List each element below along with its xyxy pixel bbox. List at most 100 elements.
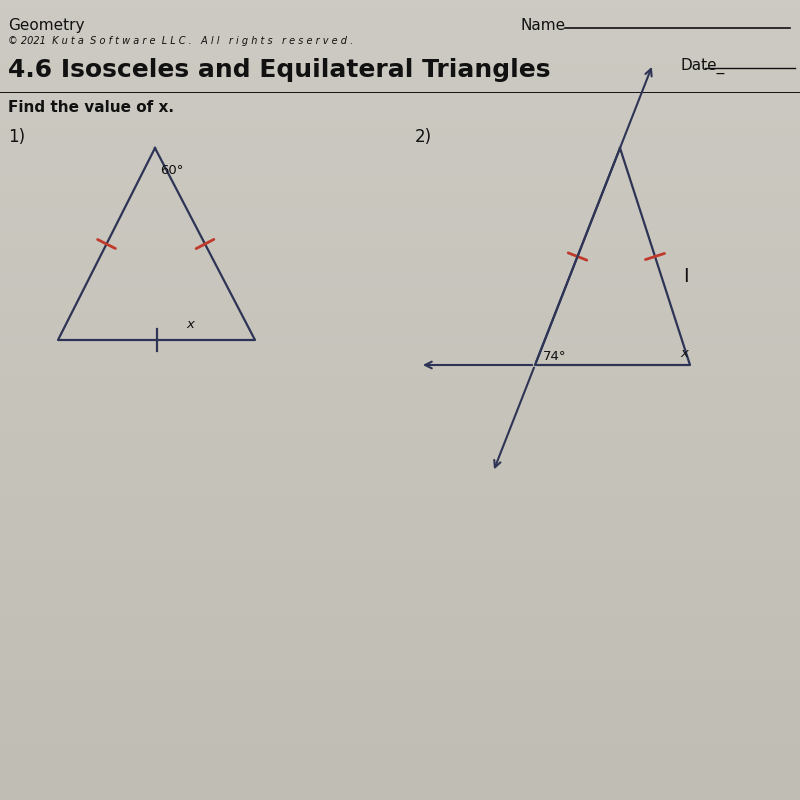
Bar — [0, 16, 800, 24]
Bar — [0, 632, 800, 640]
Bar — [0, 776, 800, 784]
Bar — [0, 48, 800, 56]
Bar — [0, 680, 800, 688]
Bar — [0, 136, 800, 144]
Bar — [0, 720, 800, 728]
Bar — [0, 64, 800, 72]
Bar — [0, 784, 800, 792]
Bar — [0, 504, 800, 512]
Bar — [0, 80, 800, 88]
Bar — [0, 712, 800, 720]
Bar — [0, 664, 800, 672]
Text: 60°: 60° — [160, 164, 183, 177]
Bar — [0, 464, 800, 472]
Bar — [0, 248, 800, 256]
Bar — [0, 592, 800, 600]
Bar — [0, 120, 800, 128]
Bar — [0, 744, 800, 752]
Bar — [0, 416, 800, 424]
Text: Name: Name — [520, 18, 565, 33]
Bar — [0, 704, 800, 712]
Bar — [0, 32, 800, 40]
Bar — [0, 480, 800, 488]
Bar — [0, 0, 800, 8]
Bar — [0, 312, 800, 320]
Bar — [0, 384, 800, 392]
Bar — [0, 376, 800, 384]
Text: Find the value of x.: Find the value of x. — [8, 100, 174, 115]
Text: x: x — [680, 347, 688, 360]
Bar — [0, 472, 800, 480]
Bar — [0, 440, 800, 448]
Bar — [0, 544, 800, 552]
Bar — [0, 752, 800, 760]
Bar — [0, 240, 800, 248]
Bar — [0, 600, 800, 608]
Bar — [0, 112, 800, 120]
Bar — [0, 656, 800, 664]
Bar — [0, 768, 800, 776]
Bar — [0, 760, 800, 768]
Bar — [0, 56, 800, 64]
Bar — [0, 200, 800, 208]
Bar — [0, 288, 800, 296]
Bar — [0, 296, 800, 304]
Text: Geometry: Geometry — [8, 18, 85, 33]
Bar — [0, 432, 800, 440]
Bar — [0, 168, 800, 176]
Bar — [0, 728, 800, 736]
Bar — [0, 736, 800, 744]
Bar — [0, 624, 800, 632]
Bar — [0, 528, 800, 536]
Bar — [0, 144, 800, 152]
Bar — [0, 208, 800, 216]
Text: © 2021  K u t a  S o f t w a r e  L L C .   A l l   r i g h t s   r e s e r v e : © 2021 K u t a S o f t w a r e L L C . A… — [8, 36, 354, 46]
Bar — [0, 176, 800, 184]
Bar — [0, 96, 800, 104]
Bar — [0, 672, 800, 680]
Bar — [0, 336, 800, 344]
Bar — [0, 552, 800, 560]
Bar — [0, 280, 800, 288]
Bar — [0, 688, 800, 696]
Bar — [0, 392, 800, 400]
Bar — [0, 368, 800, 376]
Bar — [0, 640, 800, 648]
Bar — [0, 232, 800, 240]
Bar — [0, 408, 800, 416]
Bar — [0, 72, 800, 80]
Bar — [0, 320, 800, 328]
Bar — [0, 560, 800, 568]
Text: 74°: 74° — [543, 350, 566, 363]
Bar — [0, 792, 800, 800]
Bar — [0, 696, 800, 704]
Bar — [0, 520, 800, 528]
Bar — [0, 616, 800, 624]
Bar — [0, 584, 800, 592]
Bar — [0, 160, 800, 168]
Bar — [0, 128, 800, 136]
Bar — [0, 344, 800, 352]
Text: 2): 2) — [415, 128, 432, 146]
Bar — [0, 360, 800, 368]
Bar — [0, 88, 800, 96]
Bar — [0, 264, 800, 272]
Bar — [0, 424, 800, 432]
Bar — [0, 40, 800, 48]
Bar — [0, 608, 800, 616]
Bar — [0, 488, 800, 496]
Bar — [0, 184, 800, 192]
Bar — [0, 224, 800, 232]
Bar — [0, 568, 800, 576]
Text: 1): 1) — [8, 128, 25, 146]
Bar — [0, 648, 800, 656]
Bar — [0, 456, 800, 464]
Bar — [0, 576, 800, 584]
Bar — [0, 448, 800, 456]
Text: I: I — [683, 267, 689, 286]
Bar — [0, 512, 800, 520]
Bar — [0, 216, 800, 224]
Bar — [0, 304, 800, 312]
Bar — [0, 328, 800, 336]
Text: x: x — [186, 318, 194, 331]
